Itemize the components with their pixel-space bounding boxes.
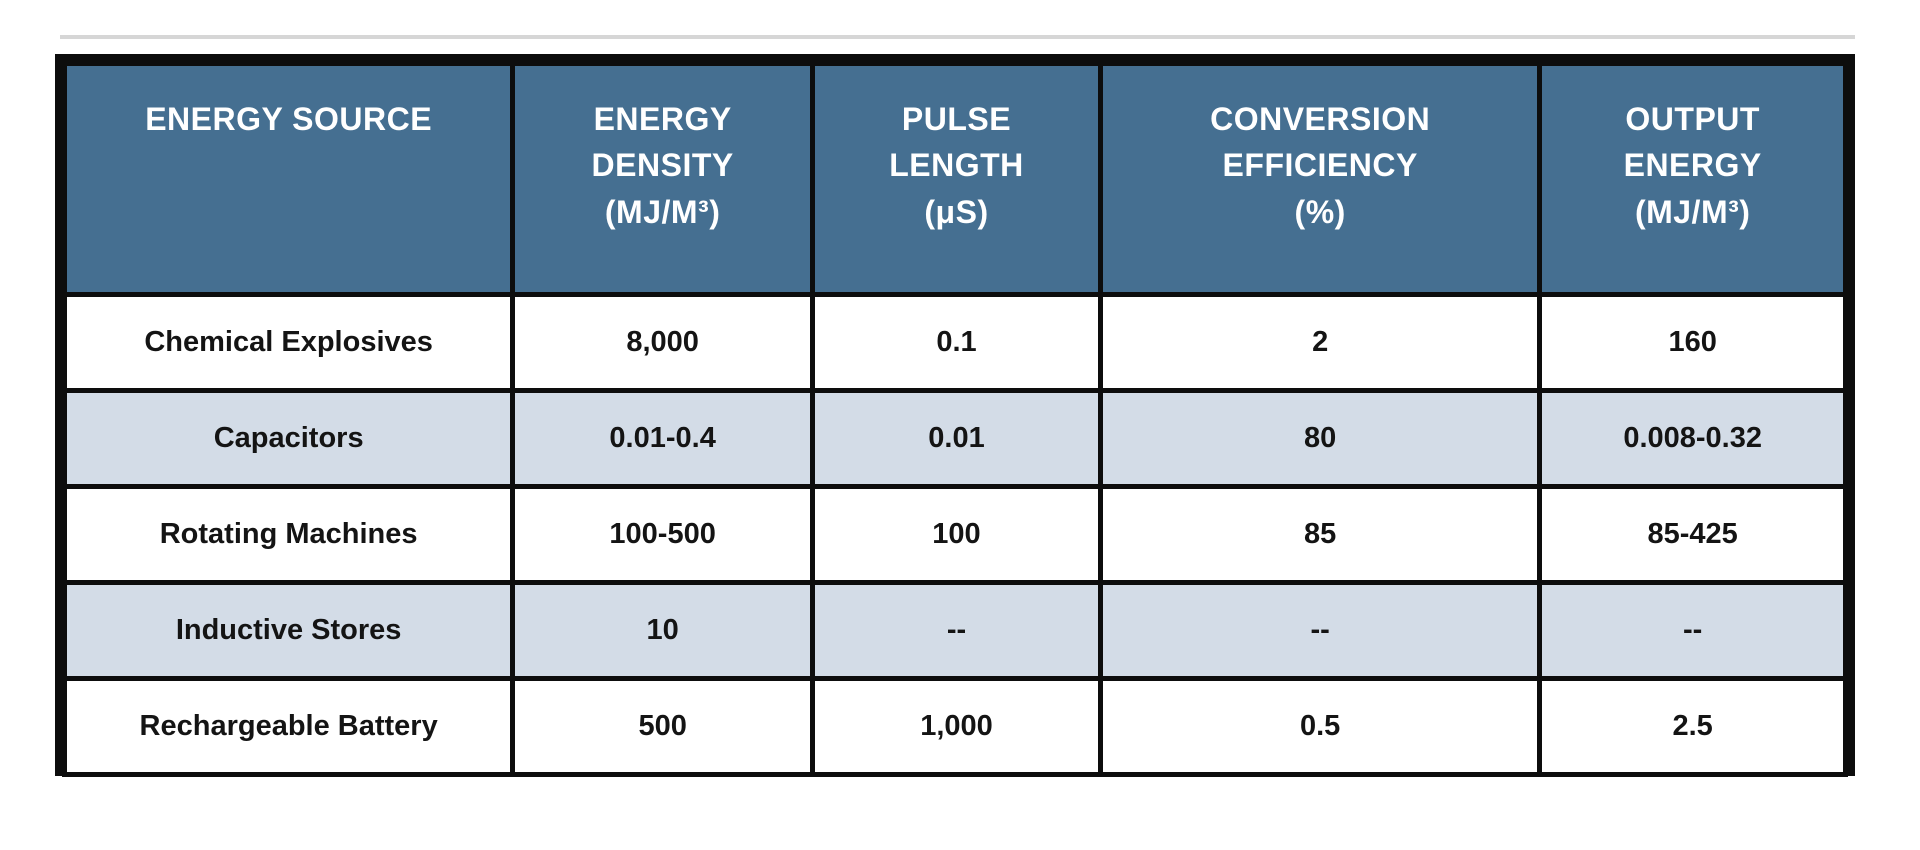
column-header-energy-density: ENERGY DENSITY (MJ/M³) bbox=[510, 61, 815, 297]
table-row-capacitors: Capacitors 0.01-0.4 0.01 80 0.008-0.32 bbox=[61, 388, 1848, 489]
cell-output-energy: 2.5 bbox=[1537, 676, 1848, 777]
cell-energy-density: 500 bbox=[510, 676, 815, 777]
cell-conversion-efficiency: 85 bbox=[1097, 484, 1543, 585]
top-rule-line bbox=[60, 35, 1855, 39]
cell-output-energy: 160 bbox=[1537, 292, 1848, 393]
cell-energy-density: 10 bbox=[510, 580, 815, 681]
cell-conversion-efficiency: 2 bbox=[1097, 292, 1543, 393]
cell-source: Rechargeable Battery bbox=[61, 676, 516, 777]
cell-source: Capacitors bbox=[61, 388, 516, 489]
cell-energy-density: 100-500 bbox=[510, 484, 815, 585]
column-header-energy-source: ENERGY SOURCE bbox=[61, 61, 516, 297]
table-header-row: ENERGY SOURCE ENERGY DENSITY (MJ/M³) PUL… bbox=[61, 61, 1848, 297]
cell-source: Inductive Stores bbox=[61, 580, 516, 681]
table-row-rechargeable-battery: Rechargeable Battery 500 1,000 0.5 2.5 bbox=[61, 676, 1848, 777]
cell-output-energy: 85-425 bbox=[1537, 484, 1848, 585]
column-header-conversion-efficiency: CONVERSION EFFICIENCY (%) bbox=[1097, 61, 1543, 297]
cell-conversion-efficiency: 0.5 bbox=[1097, 676, 1543, 777]
cell-energy-density: 8,000 bbox=[510, 292, 815, 393]
cell-pulse-length: 100 bbox=[810, 484, 1103, 585]
cell-conversion-efficiency: -- bbox=[1097, 580, 1543, 681]
cell-pulse-length: 1,000 bbox=[810, 676, 1103, 777]
cell-pulse-length: 0.01 bbox=[810, 388, 1103, 489]
cell-pulse-length: -- bbox=[810, 580, 1103, 681]
column-header-pulse-length: PULSE LENGTH (μS) bbox=[810, 61, 1103, 297]
column-header-output-energy: OUTPUT ENERGY (MJ/M³) bbox=[1537, 61, 1848, 297]
table-row-rotating-machines: Rotating Machines 100-500 100 85 85-425 bbox=[61, 484, 1848, 585]
cell-conversion-efficiency: 80 bbox=[1097, 388, 1543, 489]
energy-sources-table: ENERGY SOURCE ENERGY DENSITY (MJ/M³) PUL… bbox=[61, 61, 1848, 777]
cell-output-energy: 0.008-0.32 bbox=[1537, 388, 1848, 489]
cell-source: Rotating Machines bbox=[61, 484, 516, 585]
table-row-inductive-stores: Inductive Stores 10 -- -- -- bbox=[61, 580, 1848, 681]
cell-source: Chemical Explosives bbox=[61, 292, 516, 393]
cell-pulse-length: 0.1 bbox=[810, 292, 1103, 393]
energy-sources-table-container: ENERGY SOURCE ENERGY DENSITY (MJ/M³) PUL… bbox=[55, 54, 1855, 777]
table-row-chemical-explosives: Chemical Explosives 8,000 0.1 2 160 bbox=[61, 292, 1848, 393]
cell-output-energy: -- bbox=[1537, 580, 1848, 681]
cell-energy-density: 0.01-0.4 bbox=[510, 388, 815, 489]
